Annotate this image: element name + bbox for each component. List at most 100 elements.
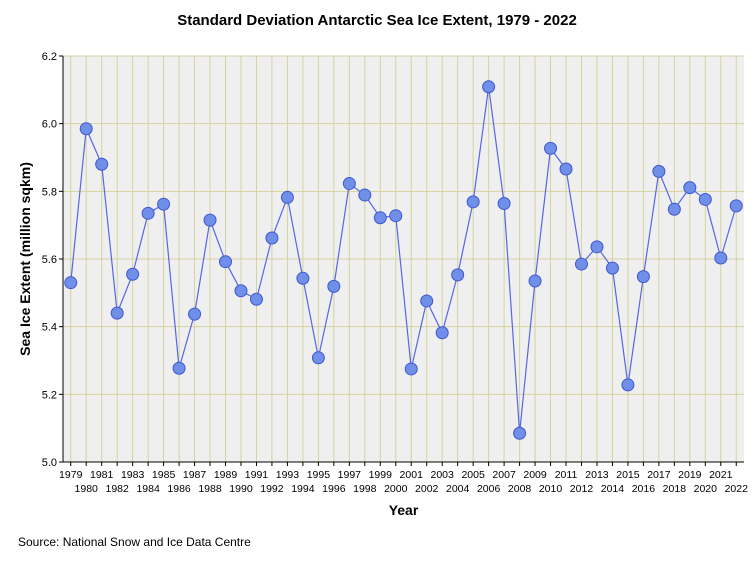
data-point	[203, 213, 217, 227]
x-tick-label: 2017	[647, 469, 671, 481]
series-line	[70, 86, 737, 434]
data-point	[729, 199, 743, 213]
x-tick-label: 2012	[570, 483, 594, 495]
data-point	[544, 141, 558, 155]
y-tick-label: 5.8	[42, 186, 57, 198]
data-point	[64, 276, 78, 290]
data-point	[219, 255, 233, 269]
data-point	[280, 190, 294, 204]
data-point	[358, 188, 372, 202]
x-tick-label: 2021	[709, 469, 733, 481]
data-point	[141, 206, 155, 220]
x-tick-label: 2018	[663, 483, 687, 495]
y-tick-label: 6.0	[42, 119, 57, 131]
x-tick-label: 2003	[431, 469, 455, 481]
series-group	[64, 80, 743, 440]
x-tick-label: 1982	[105, 483, 129, 495]
x-tick-label: 2000	[384, 483, 408, 495]
data-point	[683, 181, 697, 195]
data-point	[574, 257, 588, 271]
x-tick-label: 1988	[198, 483, 222, 495]
x-tick-label: 2013	[585, 469, 609, 481]
data-point	[404, 362, 418, 376]
x-tick-label: 2015	[616, 469, 640, 481]
data-point	[172, 361, 186, 375]
data-point	[296, 271, 310, 285]
data-point	[311, 351, 325, 365]
data-point	[95, 157, 109, 171]
data-point	[188, 307, 202, 321]
data-point	[482, 80, 496, 94]
data-point	[373, 211, 387, 225]
x-tick-label: 1995	[307, 469, 331, 481]
data-point	[389, 209, 403, 223]
data-point	[249, 292, 263, 306]
y-tick-label: 5.2	[42, 389, 57, 401]
data-point	[590, 240, 604, 254]
x-tick-label: 1992	[260, 483, 284, 495]
data-point	[342, 177, 356, 191]
x-tick-label: 2005	[461, 469, 485, 481]
x-tick-label: 1997	[338, 469, 362, 481]
x-tick-label: 1985	[152, 469, 176, 481]
x-tick-label: 1979	[59, 469, 83, 481]
y-tick-label: 6.2	[42, 51, 57, 63]
x-tick-label: 2020	[694, 483, 718, 495]
x-tick-label: 2009	[523, 469, 547, 481]
x-tick-label: 2001	[400, 469, 424, 481]
x-tick-label: 1987	[183, 469, 207, 481]
data-point	[435, 326, 449, 340]
data-point	[110, 306, 124, 320]
x-tick-label: 2019	[678, 469, 702, 481]
data-point	[126, 267, 140, 281]
data-point	[667, 202, 681, 216]
x-tick-label: 2014	[601, 483, 625, 495]
data-point	[698, 192, 712, 206]
data-point	[714, 251, 728, 265]
data-point	[234, 284, 248, 298]
data-point	[79, 122, 93, 136]
x-tick-label: 1981	[90, 469, 114, 481]
chart-title: Standard Deviation Antarctic Sea Ice Ext…	[177, 12, 577, 29]
x-tick-label: 2010	[539, 483, 563, 495]
y-tick-label: 5.6	[42, 254, 57, 266]
data-point	[513, 426, 527, 440]
x-tick-label: 2011	[555, 469, 578, 481]
data-point	[327, 279, 341, 293]
x-tick-label: 2016	[632, 483, 656, 495]
data-point	[528, 274, 542, 288]
x-tick-label: 2008	[508, 483, 532, 495]
x-tick-label: 1998	[353, 483, 377, 495]
data-point	[621, 378, 635, 392]
x-axis-label: Year	[389, 502, 419, 518]
x-tick-label: 1989	[214, 469, 238, 481]
x-axis-ticks: 1979 1980 1981 1982 1983 1984 1985 1986 1987 1988…	[59, 462, 748, 495]
x-tick-label: 1983	[121, 469, 145, 481]
data-point	[497, 197, 511, 211]
x-tick-label: 2007	[492, 469, 516, 481]
x-tick-label: 2006	[477, 483, 501, 495]
data-point	[652, 164, 666, 178]
data-point	[559, 162, 573, 176]
x-tick-label: 1984	[136, 483, 160, 495]
x-tick-label: 1996	[322, 483, 346, 495]
x-tick-label: 1980	[75, 483, 99, 495]
y-tick-label: 5.4	[42, 322, 57, 334]
x-tick-label: 1986	[167, 483, 191, 495]
data-point	[636, 270, 650, 284]
source-note: Source: National Snow and Ice Data Centr…	[18, 535, 251, 549]
y-axis-ticks: 5.0 5.2 5.4 5.6 5.8 6.0 6.2	[42, 51, 63, 469]
x-tick-label: 2004	[446, 483, 470, 495]
x-tick-label: 1990	[229, 483, 253, 495]
x-tick-label: 2002	[415, 483, 439, 495]
x-tick-label: 1991	[245, 469, 269, 481]
data-point	[451, 268, 465, 282]
x-tick-label: 2022	[725, 483, 749, 495]
y-axis-label: Sea Ice Extent (million sqkm)	[17, 162, 33, 356]
data-point	[605, 261, 619, 275]
y-tick-label: 5.0	[42, 457, 57, 469]
data-point	[420, 294, 434, 308]
data-point	[157, 197, 171, 211]
x-tick-label: 1999	[369, 469, 393, 481]
